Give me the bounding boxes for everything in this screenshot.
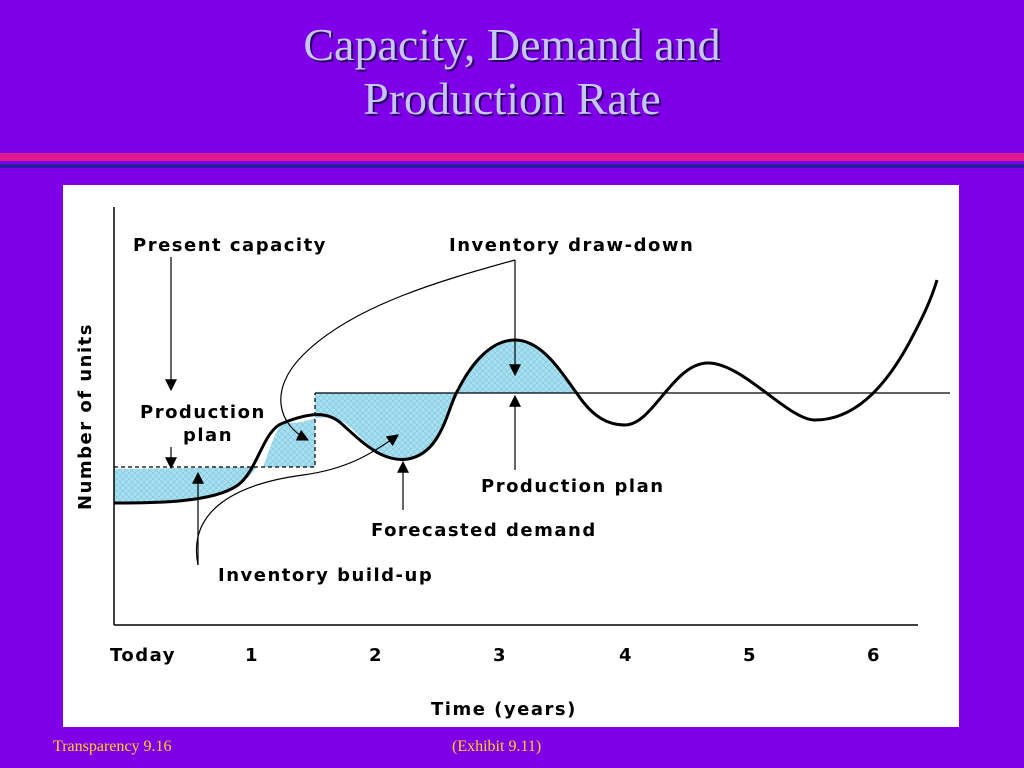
x-tick-5: 5 (743, 645, 757, 666)
label-inventory-draw-down: Inventory draw-down (449, 235, 694, 256)
x-tick-2: 2 (369, 645, 383, 666)
label-present-capacity: Present capacity (133, 235, 327, 256)
x-axis-label: Time (years) (431, 699, 577, 720)
diagram-svg: Present capacity Inventory draw-down Pro… (75, 207, 950, 720)
title-divider-pink (0, 153, 1024, 161)
x-tick-today: Today (110, 645, 176, 666)
footer-exhibit: (Exhibit 9.11) (452, 738, 542, 755)
label-production-plan-left-2: plan (183, 425, 233, 446)
diagram-panel: Present capacity Inventory draw-down Pro… (63, 185, 959, 727)
label-production-plan-right: Production plan (481, 476, 665, 497)
label-production-plan-left-1: Production (140, 402, 266, 423)
x-tick-6: 6 (867, 645, 881, 666)
build-up-pointer (196, 434, 399, 566)
draw-down-pointer (280, 259, 516, 441)
x-tick-labels: Today 1 2 3 4 5 6 (110, 645, 881, 666)
label-forecasted-demand: Forecasted demand (371, 520, 597, 541)
x-tick-1: 1 (245, 645, 259, 666)
label-inventory-build-up: Inventory build-up (218, 565, 433, 586)
production-plan-line (114, 393, 316, 468)
y-axis-label: Number of units (75, 323, 96, 510)
x-tick-4: 4 (619, 645, 633, 666)
title-line-2: Production Rate (363, 73, 661, 124)
title-divider-dark (0, 164, 1024, 168)
slide-title: Capacity, Demand and Production Rate (0, 18, 1024, 126)
inventory-region-3 (315, 393, 458, 460)
footer-transparency: Transparency 9.16 (53, 738, 172, 755)
title-line-1: Capacity, Demand and (303, 19, 721, 70)
x-tick-3: 3 (493, 645, 507, 666)
inventory-region-1 (114, 467, 258, 503)
